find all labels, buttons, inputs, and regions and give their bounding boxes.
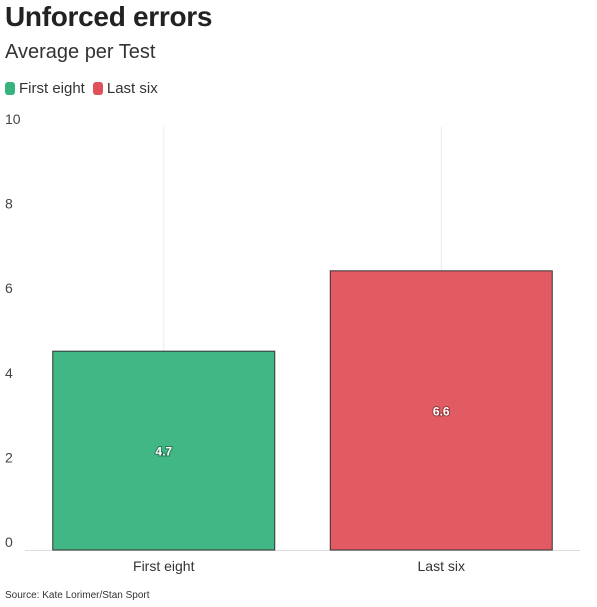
x-tick-label-2: Last six	[418, 558, 465, 574]
x-tick-label-1: First eight	[133, 558, 195, 574]
y-tick-label-2: 2	[5, 449, 13, 465]
bars: 4.7 6.6	[52, 270, 553, 551]
y-tick-labels: 0 2 4 6 8 10	[5, 111, 21, 550]
legend: First eight Last six	[5, 80, 166, 97]
source-note: Source: Kate Lorimer/Stan Sport	[5, 590, 150, 601]
legend-label-last-six: Last six	[106, 80, 158, 97]
y-tick-label-10: 10	[5, 111, 21, 127]
x-tick-labels: First eight Last six	[133, 558, 465, 574]
bar-2	[329, 270, 553, 551]
legend-item-last-six: Last six	[92, 80, 158, 97]
legend-item-first-eight: First eight	[5, 80, 85, 97]
bar-value-label-1: 4.7	[155, 445, 172, 459]
y-tick-label-6: 6	[5, 280, 13, 296]
legend-swatch-first-eight	[5, 82, 15, 95]
y-tick-label-0: 0	[5, 534, 13, 550]
y-tick-label-4: 4	[5, 365, 13, 381]
y-tick-label-8: 8	[5, 196, 13, 212]
bar-chart: 0 2 4 6 8 10 4.7 6.6 First eight Last six	[5, 111, 580, 574]
chart-subtitle: Average per Test	[5, 41, 156, 63]
chart-title: Unforced errors	[5, 1, 213, 32]
legend-swatch-last-six	[92, 82, 103, 95]
bar-1	[52, 350, 276, 551]
bar-value-label-2: 6.6	[433, 404, 450, 418]
legend-label-first-eight: First eight	[19, 80, 85, 97]
